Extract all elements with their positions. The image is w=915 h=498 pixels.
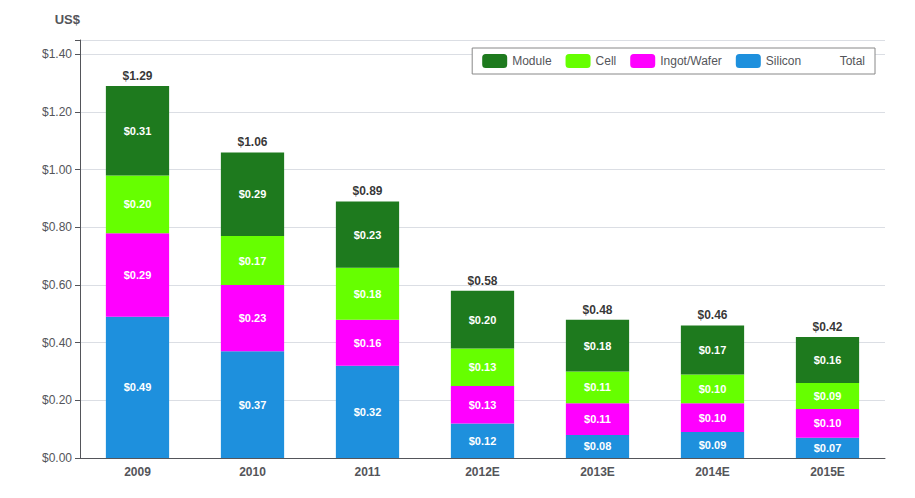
svg-text:$0.23: $0.23 bbox=[354, 229, 382, 241]
svg-text:$0.49: $0.49 bbox=[124, 381, 152, 393]
svg-text:Total: Total bbox=[840, 54, 865, 68]
svg-text:$0.46: $0.46 bbox=[697, 308, 727, 322]
svg-text:$0.10: $0.10 bbox=[699, 412, 727, 424]
svg-text:$0.60: $0.60 bbox=[42, 278, 72, 292]
svg-text:Ingot/Wafer: Ingot/Wafer bbox=[660, 54, 722, 68]
svg-text:$0.32: $0.32 bbox=[354, 406, 382, 418]
svg-text:$0.80: $0.80 bbox=[42, 220, 72, 234]
svg-text:$0.11: $0.11 bbox=[584, 413, 611, 425]
svg-text:$0.12: $0.12 bbox=[469, 435, 497, 447]
svg-text:$0.29: $0.29 bbox=[239, 188, 267, 200]
svg-text:$0.20: $0.20 bbox=[469, 314, 497, 326]
svg-text:$0.17: $0.17 bbox=[699, 344, 727, 356]
svg-text:$0.20: $0.20 bbox=[124, 198, 152, 210]
svg-text:$1.20: $1.20 bbox=[42, 105, 72, 119]
svg-text:$0.20: $0.20 bbox=[42, 393, 72, 407]
svg-text:US$: US$ bbox=[55, 12, 81, 27]
svg-text:$0.11: $0.11 bbox=[584, 381, 611, 393]
svg-text:$0.89: $0.89 bbox=[352, 184, 382, 198]
svg-text:$1.29: $1.29 bbox=[122, 69, 152, 83]
svg-text:$0.09: $0.09 bbox=[699, 439, 727, 451]
svg-text:$1.00: $1.00 bbox=[42, 163, 72, 177]
svg-text:$0.31: $0.31 bbox=[124, 125, 152, 137]
svg-text:$0.23: $0.23 bbox=[239, 312, 267, 324]
svg-text:2010: 2010 bbox=[239, 465, 266, 479]
svg-text:$0.13: $0.13 bbox=[469, 361, 497, 373]
svg-text:Cell: Cell bbox=[596, 54, 617, 68]
svg-text:$0.40: $0.40 bbox=[42, 336, 72, 350]
svg-text:$1.06: $1.06 bbox=[237, 135, 267, 149]
svg-text:$0.29: $0.29 bbox=[124, 269, 152, 281]
svg-text:2012E: 2012E bbox=[465, 465, 500, 479]
svg-text:2015E: 2015E bbox=[810, 465, 845, 479]
svg-text:$0.48: $0.48 bbox=[582, 303, 612, 317]
svg-text:$0.07: $0.07 bbox=[814, 442, 842, 454]
svg-text:$0.09: $0.09 bbox=[814, 390, 842, 402]
svg-text:$0.10: $0.10 bbox=[699, 383, 727, 395]
svg-text:2014E: 2014E bbox=[695, 465, 730, 479]
svg-text:Silicon: Silicon bbox=[766, 54, 801, 68]
svg-text:$1.40: $1.40 bbox=[42, 47, 72, 61]
svg-text:$0.18: $0.18 bbox=[584, 340, 612, 352]
svg-text:$0.13: $0.13 bbox=[469, 399, 497, 411]
svg-text:$0.08: $0.08 bbox=[584, 440, 612, 452]
svg-text:$0.16: $0.16 bbox=[814, 354, 842, 366]
svg-text:$0.10: $0.10 bbox=[814, 417, 842, 429]
svg-text:$0.16: $0.16 bbox=[354, 337, 382, 349]
svg-text:2013E: 2013E bbox=[580, 465, 615, 479]
svg-text:2011: 2011 bbox=[354, 465, 380, 479]
svg-text:Module: Module bbox=[512, 54, 552, 68]
svg-text:$0.18: $0.18 bbox=[354, 288, 382, 300]
svg-text:$0.17: $0.17 bbox=[239, 255, 267, 267]
svg-text:$0.58: $0.58 bbox=[467, 274, 497, 288]
svg-text:$0.00: $0.00 bbox=[42, 451, 72, 465]
svg-text:$0.37: $0.37 bbox=[239, 399, 267, 411]
svg-text:2009: 2009 bbox=[124, 465, 151, 479]
svg-text:$0.42: $0.42 bbox=[812, 320, 842, 334]
